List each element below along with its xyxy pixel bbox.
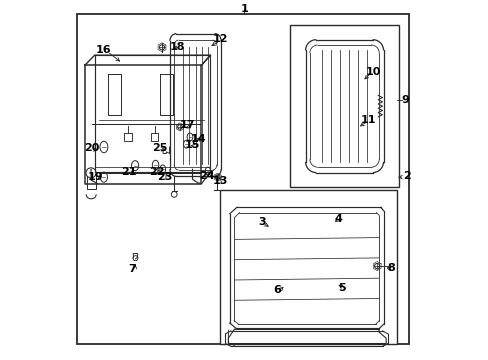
Text: 21: 21: [121, 167, 137, 177]
Text: 12: 12: [212, 35, 227, 44]
Text: 3: 3: [257, 217, 265, 227]
Text: 9: 9: [400, 95, 408, 105]
Bar: [290, 25, 398, 187]
Bar: [220, 190, 396, 344]
Text: 24: 24: [199, 171, 214, 181]
Text: 17: 17: [180, 121, 195, 130]
Text: 16: 16: [96, 45, 112, 55]
Text: 25: 25: [152, 143, 167, 153]
Text: 5: 5: [338, 283, 345, 293]
Text: 7: 7: [128, 264, 136, 274]
Text: 13: 13: [212, 176, 227, 186]
Text: 19: 19: [88, 172, 103, 182]
Text: 6: 6: [273, 285, 281, 296]
Text: 4: 4: [334, 214, 342, 224]
Text: 23: 23: [157, 172, 172, 182]
Text: 22: 22: [148, 167, 164, 177]
Text: 11: 11: [360, 115, 375, 125]
Text: 2: 2: [402, 171, 409, 181]
Text: 18: 18: [169, 42, 184, 51]
Text: 14: 14: [190, 134, 206, 144]
Text: 1: 1: [240, 4, 248, 14]
Text: 8: 8: [386, 263, 394, 273]
Text: 10: 10: [365, 67, 380, 77]
Text: 20: 20: [84, 143, 100, 153]
Text: 15: 15: [184, 140, 200, 150]
